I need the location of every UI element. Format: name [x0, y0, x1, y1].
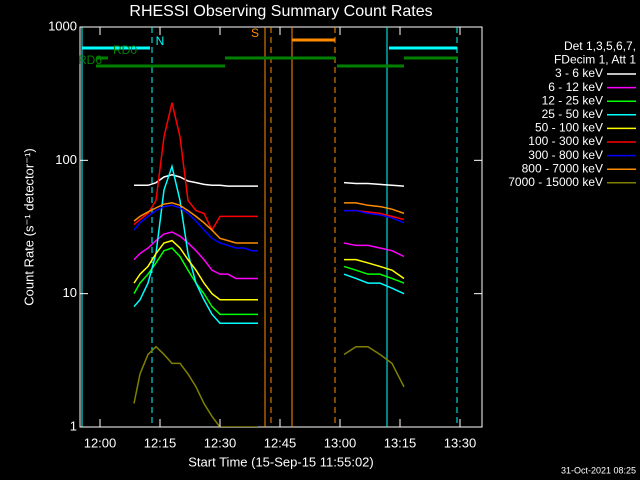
y-axis-label: Count Rate (s⁻¹ detector⁻¹) — [21, 148, 36, 306]
series-line — [134, 173, 258, 187]
y-tick-label: 1 — [70, 418, 77, 433]
series-line — [343, 265, 405, 284]
series-line — [133, 102, 258, 232]
legend-label: 6 - 12 keV — [548, 80, 603, 94]
legend-label: 100 - 300 keV — [528, 134, 603, 148]
series-line — [344, 258, 405, 280]
series-line — [343, 345, 405, 388]
timestamp: 31-Oct-2021 08:25 — [561, 465, 636, 475]
series-line — [343, 273, 405, 295]
series-line — [133, 239, 258, 301]
legend-label: 25 - 50 keV — [542, 107, 603, 121]
legend-label: 300 - 800 keV — [528, 148, 603, 162]
series-line — [343, 242, 405, 258]
series-line — [343, 181, 405, 187]
plot-area — [81, 27, 458, 427]
x-tick-label: 13:30 — [444, 435, 477, 450]
y-tick-label: 100 — [55, 152, 77, 167]
legend-label: 50 - 100 keV — [535, 121, 603, 135]
series-line — [344, 202, 405, 215]
y-tick-label: 10 — [63, 285, 77, 300]
series-line — [133, 345, 258, 427]
series-line — [133, 163, 258, 324]
x-tick-label: 12:15 — [144, 435, 177, 450]
legend-header: Det 1,3,5,6,7, — [564, 39, 636, 53]
legend-label: 800 - 7000 keV — [522, 161, 603, 175]
series-line — [344, 209, 405, 224]
flag-label: S — [251, 26, 259, 40]
series-line — [133, 202, 258, 244]
series-line — [344, 209, 405, 221]
legend-label: 12 - 25 keV — [542, 93, 603, 107]
x-tick-label: 12:00 — [84, 435, 117, 450]
x-tick-label: 12:30 — [204, 435, 237, 450]
x-tick-label: 13:15 — [384, 435, 417, 450]
series-line — [133, 204, 258, 252]
flag-label: RD6 — [78, 53, 102, 67]
x-tick-label: 13:00 — [324, 435, 357, 450]
legend-header: FDecim 1, Att 1 — [554, 53, 636, 67]
chart-title: RHESSI Observing Summary Count Rates — [129, 3, 432, 20]
y-tick-label: 1000 — [48, 18, 77, 33]
legend-label: 7000 - 15000 keV — [508, 175, 603, 189]
flag-label: N — [156, 34, 165, 48]
flag-label: RD0 — [113, 43, 137, 57]
series-line — [133, 231, 258, 280]
legend-label: 3 - 6 keV — [555, 66, 603, 80]
x-tick-label: 12:45 — [264, 435, 297, 450]
plot-frame — [79, 26, 483, 428]
x-axis-label: Start Time (15-Sep-15 11:55:02) — [188, 454, 373, 469]
